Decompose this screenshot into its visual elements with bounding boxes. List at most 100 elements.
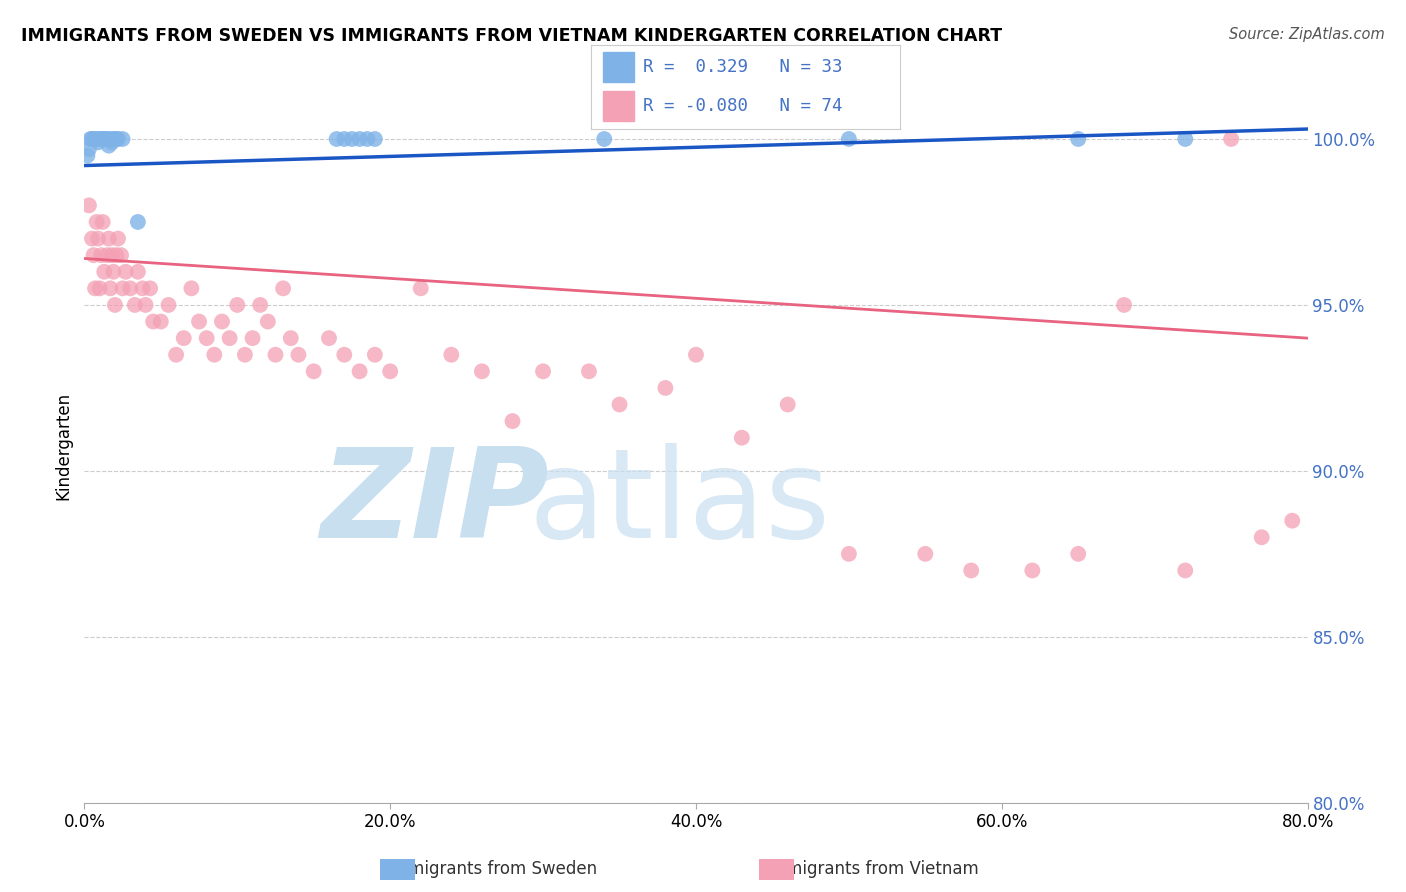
Point xyxy=(93,265,115,279)
Point xyxy=(110,248,132,262)
Point xyxy=(103,265,125,279)
Point xyxy=(89,132,111,146)
Point xyxy=(1067,132,1090,146)
Point xyxy=(471,364,494,378)
Text: atlas: atlas xyxy=(529,442,831,564)
Text: R =  0.329   N = 33: R = 0.329 N = 33 xyxy=(643,59,842,77)
Point xyxy=(233,348,256,362)
Bar xyxy=(603,91,634,120)
Point xyxy=(1114,298,1136,312)
Point xyxy=(271,281,294,295)
Point xyxy=(364,348,387,362)
Point xyxy=(188,314,211,328)
Point xyxy=(502,414,524,428)
Point xyxy=(685,348,707,362)
Point xyxy=(1021,564,1043,578)
Point xyxy=(91,215,114,229)
Point xyxy=(195,331,218,345)
Point xyxy=(83,132,105,146)
Point xyxy=(960,564,983,578)
Point xyxy=(120,281,142,295)
Point xyxy=(302,364,325,378)
Point xyxy=(440,348,463,362)
Point xyxy=(731,431,754,445)
Point xyxy=(139,281,162,295)
Point xyxy=(77,142,100,156)
Point xyxy=(593,132,616,146)
Point xyxy=(409,281,432,295)
Point xyxy=(91,132,114,146)
Point xyxy=(76,148,98,162)
Point xyxy=(77,198,100,212)
Point xyxy=(149,314,172,328)
Point xyxy=(333,132,356,146)
Point xyxy=(333,348,356,362)
Point xyxy=(79,132,101,146)
Point xyxy=(142,314,165,328)
Y-axis label: Kindergarten: Kindergarten xyxy=(55,392,73,500)
Point xyxy=(90,248,112,262)
Point xyxy=(226,298,249,312)
Text: Source: ZipAtlas.com: Source: ZipAtlas.com xyxy=(1229,27,1385,42)
Point xyxy=(349,364,371,378)
Point xyxy=(280,331,302,345)
Point xyxy=(93,132,115,146)
Text: R = -0.080   N = 74: R = -0.080 N = 74 xyxy=(643,97,842,115)
Point xyxy=(107,231,129,245)
Point xyxy=(101,136,124,150)
Point xyxy=(654,381,676,395)
Point xyxy=(90,132,112,146)
Point xyxy=(84,281,107,295)
Point xyxy=(340,132,363,146)
Point xyxy=(87,136,110,150)
Point xyxy=(135,298,157,312)
Point xyxy=(104,298,127,312)
Point xyxy=(1281,514,1303,528)
Point xyxy=(105,248,128,262)
Point xyxy=(776,397,799,411)
Point xyxy=(94,132,117,146)
Point xyxy=(264,348,287,362)
Point xyxy=(87,231,110,245)
Point xyxy=(86,132,108,146)
Point xyxy=(114,265,136,279)
Text: Immigrants from Sweden: Immigrants from Sweden xyxy=(387,860,598,878)
Point xyxy=(165,348,187,362)
Point xyxy=(124,298,146,312)
Point xyxy=(97,231,120,245)
Point xyxy=(325,132,347,146)
Point xyxy=(578,364,600,378)
Point xyxy=(98,281,121,295)
Point xyxy=(1250,530,1272,544)
Point xyxy=(202,348,225,362)
Text: IMMIGRANTS FROM SWEDEN VS IMMIGRANTS FROM VIETNAM KINDERGARTEN CORRELATION CHART: IMMIGRANTS FROM SWEDEN VS IMMIGRANTS FRO… xyxy=(21,27,1002,45)
Point xyxy=(105,132,128,146)
Point xyxy=(127,215,149,229)
Point xyxy=(249,298,271,312)
Point xyxy=(1067,547,1090,561)
Point xyxy=(609,397,631,411)
Point xyxy=(218,331,240,345)
Text: ZIP: ZIP xyxy=(321,442,550,564)
Point xyxy=(104,132,127,146)
Point xyxy=(356,132,378,146)
Point xyxy=(1174,132,1197,146)
Point xyxy=(97,138,120,153)
Point xyxy=(131,281,153,295)
Point xyxy=(1220,132,1243,146)
Point xyxy=(107,132,129,146)
Point xyxy=(257,314,280,328)
Point xyxy=(287,348,309,362)
Point xyxy=(96,132,118,146)
Point xyxy=(242,331,264,345)
Point xyxy=(531,364,554,378)
Point xyxy=(364,132,387,146)
Point xyxy=(180,281,202,295)
Point xyxy=(380,364,402,378)
Point xyxy=(111,132,134,146)
Point xyxy=(101,248,124,262)
Point xyxy=(111,281,134,295)
Point xyxy=(86,215,108,229)
Point xyxy=(80,231,103,245)
Point xyxy=(84,132,107,146)
